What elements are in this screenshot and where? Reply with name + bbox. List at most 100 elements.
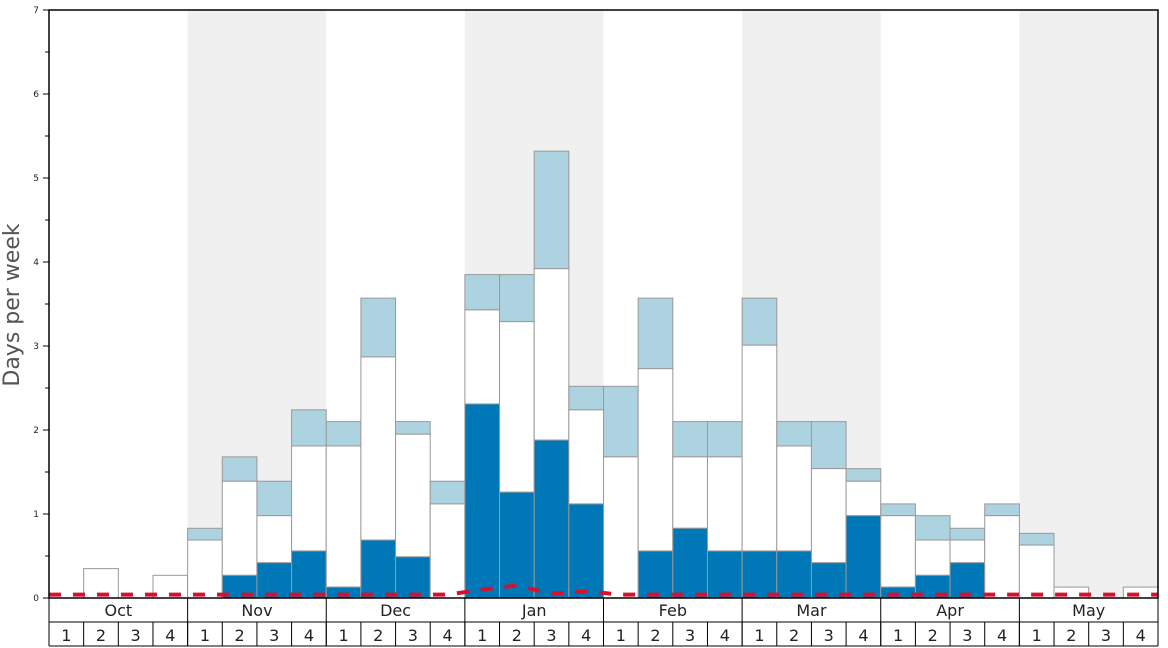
y-tick-label: 2 bbox=[33, 426, 39, 436]
y-tick-label: 4 bbox=[33, 258, 39, 268]
bar-segment-dark bbox=[845, 515, 882, 599]
month-label: Mar bbox=[796, 601, 827, 620]
week-label: 4 bbox=[858, 626, 868, 645]
week-label: 1 bbox=[338, 626, 348, 645]
bar-segment-white bbox=[637, 368, 674, 552]
week-label: 3 bbox=[824, 626, 834, 645]
bar-segment-light bbox=[325, 421, 362, 447]
month-shade bbox=[1019, 10, 1158, 598]
y-axis-label: Days per week bbox=[0, 223, 25, 386]
bar-segment-light bbox=[637, 297, 674, 370]
bar-segment-white bbox=[395, 433, 431, 558]
month-label: Jan bbox=[521, 601, 547, 620]
bar-segment-white bbox=[291, 445, 327, 552]
bar-segment-light bbox=[603, 385, 639, 458]
y-tick-label: 1 bbox=[33, 510, 39, 520]
bar-segment-white bbox=[706, 456, 743, 552]
bar-segment-dark bbox=[741, 550, 778, 599]
bar-segment-light bbox=[464, 274, 501, 311]
week-label: 3 bbox=[685, 626, 695, 645]
bar-segment-dark bbox=[706, 550, 743, 599]
bar-segment-white bbox=[845, 480, 882, 517]
bar-segment-light bbox=[949, 527, 986, 541]
bar-segment-light bbox=[291, 409, 327, 447]
bar-segment-dark bbox=[637, 550, 674, 599]
week-label: 2 bbox=[1066, 626, 1076, 645]
week-label: 1 bbox=[893, 626, 903, 645]
bar-segment-light bbox=[187, 527, 223, 541]
bar-segment-white bbox=[429, 503, 466, 599]
bar-segment-light bbox=[429, 480, 466, 505]
week-label: 2 bbox=[650, 626, 660, 645]
bar-segment-white bbox=[325, 445, 362, 588]
bar-segment-white bbox=[499, 321, 535, 493]
bar-segment-white bbox=[1018, 544, 1055, 599]
week-label: 4 bbox=[997, 626, 1007, 645]
bar-segment-dark bbox=[499, 491, 535, 599]
bar-segment-dark bbox=[360, 539, 397, 599]
bar-segment-light bbox=[568, 385, 604, 411]
bar-segment-light bbox=[706, 421, 743, 458]
y-tick-label: 6 bbox=[33, 90, 39, 100]
y-tick-label: 5 bbox=[33, 174, 39, 184]
week-label: 4 bbox=[581, 626, 591, 645]
month-label: May bbox=[1072, 601, 1105, 620]
week-label: 2 bbox=[373, 626, 383, 645]
bar-segment-dark bbox=[464, 403, 501, 599]
bar-segment-light bbox=[984, 503, 1020, 517]
bar-segment-dark bbox=[291, 550, 327, 599]
week-label: 1 bbox=[477, 626, 487, 645]
week-label: 1 bbox=[616, 626, 626, 645]
week-label: 3 bbox=[408, 626, 418, 645]
bar-segment-white bbox=[672, 456, 708, 529]
bar-segment-white bbox=[810, 468, 847, 564]
week-label: 4 bbox=[304, 626, 314, 645]
week-label: 4 bbox=[442, 626, 452, 645]
bar-segment-dark bbox=[395, 556, 431, 599]
bar-segment-light bbox=[741, 297, 778, 346]
bar-segment-white bbox=[568, 409, 604, 505]
week-label: 4 bbox=[1136, 626, 1146, 645]
bar-segment-dark bbox=[776, 550, 812, 599]
bar-segment-white bbox=[603, 456, 639, 599]
bar-segment-light bbox=[776, 421, 812, 447]
bar-segment-light bbox=[533, 150, 570, 270]
bar-segment-white bbox=[187, 539, 223, 599]
week-label: 2 bbox=[928, 626, 938, 645]
bar-segment-light bbox=[499, 274, 535, 323]
bar-segment-white bbox=[256, 515, 293, 564]
week-label: 3 bbox=[962, 626, 972, 645]
week-label: 3 bbox=[546, 626, 556, 645]
month-label: Nov bbox=[241, 601, 272, 620]
bar-segment-white bbox=[776, 445, 812, 552]
week-label: 1 bbox=[754, 626, 764, 645]
month-label: Feb bbox=[659, 601, 687, 620]
bar-segment-white bbox=[221, 480, 258, 576]
bar-segment-white bbox=[360, 356, 397, 541]
week-label: 4 bbox=[720, 626, 730, 645]
week-label: 2 bbox=[789, 626, 799, 645]
bar-segment-dark bbox=[672, 527, 708, 599]
bar-segment-white bbox=[741, 344, 778, 552]
week-label: 2 bbox=[512, 626, 522, 645]
month-label: Apr bbox=[936, 601, 964, 620]
bar-segment-light bbox=[672, 421, 708, 458]
month-label: Dec bbox=[380, 601, 411, 620]
bar-segment-light bbox=[914, 515, 951, 541]
bar-segment-dark bbox=[568, 503, 604, 599]
bar-segment-light bbox=[256, 480, 293, 517]
bar-segment-white bbox=[464, 309, 501, 405]
bar-segment-light bbox=[395, 421, 431, 435]
bar-segment-dark bbox=[533, 439, 570, 599]
bar-segment-white bbox=[880, 515, 916, 588]
bar-segment-light bbox=[221, 456, 258, 482]
trend-line bbox=[49, 583, 1158, 597]
bar-segment-white bbox=[914, 539, 951, 576]
week-label: 3 bbox=[131, 626, 141, 645]
bar-segment-light bbox=[880, 503, 916, 517]
bar-segment-white bbox=[984, 515, 1020, 599]
y-tick-label: 0 bbox=[33, 594, 39, 604]
bar-segment-light bbox=[360, 297, 397, 358]
bar-segment-white bbox=[533, 268, 570, 441]
